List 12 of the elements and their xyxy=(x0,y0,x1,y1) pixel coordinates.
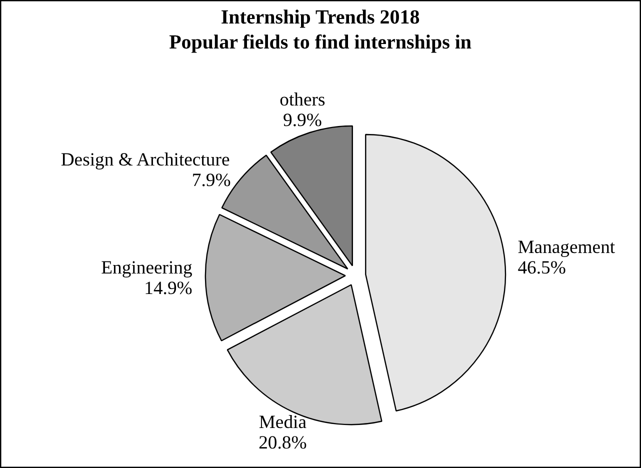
data-label: 20.8% xyxy=(258,432,307,454)
slice-label: Management xyxy=(518,236,616,258)
slice-label: Design & Architecture xyxy=(60,150,230,171)
chart-title: Internship Trends 2018 xyxy=(220,6,420,28)
slice-label: Engineering xyxy=(101,257,192,278)
slice-label: others xyxy=(280,90,326,111)
data-label: 14.9% xyxy=(144,278,192,299)
slice-label: Media xyxy=(258,412,308,434)
chart-subtitle: Popular fields to find internships in xyxy=(169,31,472,54)
data-label: 9.9% xyxy=(283,110,322,132)
data-label: 46.5% xyxy=(518,257,566,278)
data-label: 7.9% xyxy=(192,170,231,191)
